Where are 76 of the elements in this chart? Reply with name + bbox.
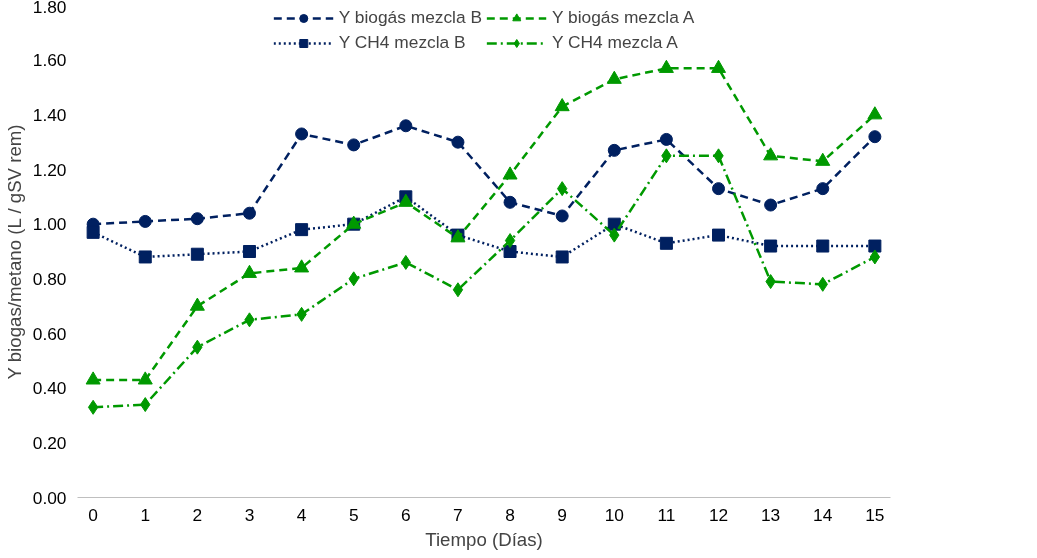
legend-label: Y CH4 mezcla B xyxy=(338,32,466,53)
point xyxy=(241,264,257,278)
point xyxy=(503,245,517,258)
point xyxy=(295,127,309,141)
x-tick-label: 13 xyxy=(761,504,781,525)
x-tick-label: 15 xyxy=(865,504,885,525)
x-tick-label: 4 xyxy=(296,504,307,525)
point xyxy=(606,70,622,84)
x-tick-label: 3 xyxy=(244,504,255,525)
x-tick-label: 11 xyxy=(657,504,676,525)
point xyxy=(764,239,778,253)
point xyxy=(295,223,309,237)
x-tick-label: 12 xyxy=(708,504,729,525)
point xyxy=(190,212,204,226)
y-tick-label: 0.20 xyxy=(32,432,67,453)
point xyxy=(137,371,153,385)
y-tick-label: 0.40 xyxy=(32,378,67,399)
x-tick-label: 0 xyxy=(88,504,98,525)
point xyxy=(659,132,673,146)
point xyxy=(869,249,881,265)
point xyxy=(816,239,830,253)
point xyxy=(867,106,883,120)
x-tick-label: 9 xyxy=(557,504,567,525)
point xyxy=(868,239,882,253)
legend-label: Y biogás mezcla B xyxy=(338,7,482,28)
point xyxy=(502,166,518,180)
point xyxy=(712,182,726,196)
point xyxy=(712,228,726,242)
point xyxy=(86,225,100,239)
x-tick-label: 7 xyxy=(453,504,463,525)
point xyxy=(242,245,256,258)
point xyxy=(190,247,204,261)
point xyxy=(399,119,413,133)
legend-label: Y CH4 mezcla A xyxy=(551,32,678,53)
point xyxy=(138,214,152,228)
x-tick-label: 6 xyxy=(401,504,411,525)
point xyxy=(451,135,465,149)
point xyxy=(555,250,569,264)
x-tick-label: 1 xyxy=(140,504,151,525)
point xyxy=(189,297,205,311)
x-tick-label: 5 xyxy=(348,504,359,525)
point xyxy=(503,195,517,209)
point xyxy=(711,59,727,73)
point xyxy=(452,282,464,298)
x-tick-label: 8 xyxy=(505,504,515,525)
point xyxy=(764,198,778,212)
point xyxy=(504,233,516,249)
point xyxy=(242,206,256,220)
point xyxy=(347,138,361,152)
x-tick-label: 2 xyxy=(192,504,203,525)
y-tick-label: 1.60 xyxy=(32,50,67,71)
point xyxy=(763,147,779,161)
point xyxy=(607,143,621,157)
y-tick-label: 0.80 xyxy=(32,268,67,289)
y-tick-label: 0.00 xyxy=(32,487,67,508)
y-tick-label: 1.00 xyxy=(32,214,67,235)
point xyxy=(815,152,831,166)
point xyxy=(294,259,310,273)
y-tick-label: 1.80 xyxy=(32,0,67,17)
legend-label: Y biogás mezcla A xyxy=(551,7,695,28)
x-tick-label: 10 xyxy=(604,504,624,525)
point xyxy=(555,209,569,223)
y-tick-label: 1.20 xyxy=(32,159,67,180)
point xyxy=(658,59,674,73)
y-axis-title: Y biogas/metano (L / gSV rem) xyxy=(3,124,25,380)
point xyxy=(659,236,673,250)
point xyxy=(868,130,882,144)
point xyxy=(87,399,99,415)
y-tick-label: 1.40 xyxy=(32,104,67,125)
point xyxy=(85,371,101,385)
point xyxy=(138,250,152,264)
x-tick-label: 14 xyxy=(813,504,833,525)
point xyxy=(554,98,570,112)
x-axis-title: Tiempo (Días) xyxy=(425,528,543,550)
y-tick-label: 0.60 xyxy=(32,323,67,344)
point xyxy=(816,182,830,196)
